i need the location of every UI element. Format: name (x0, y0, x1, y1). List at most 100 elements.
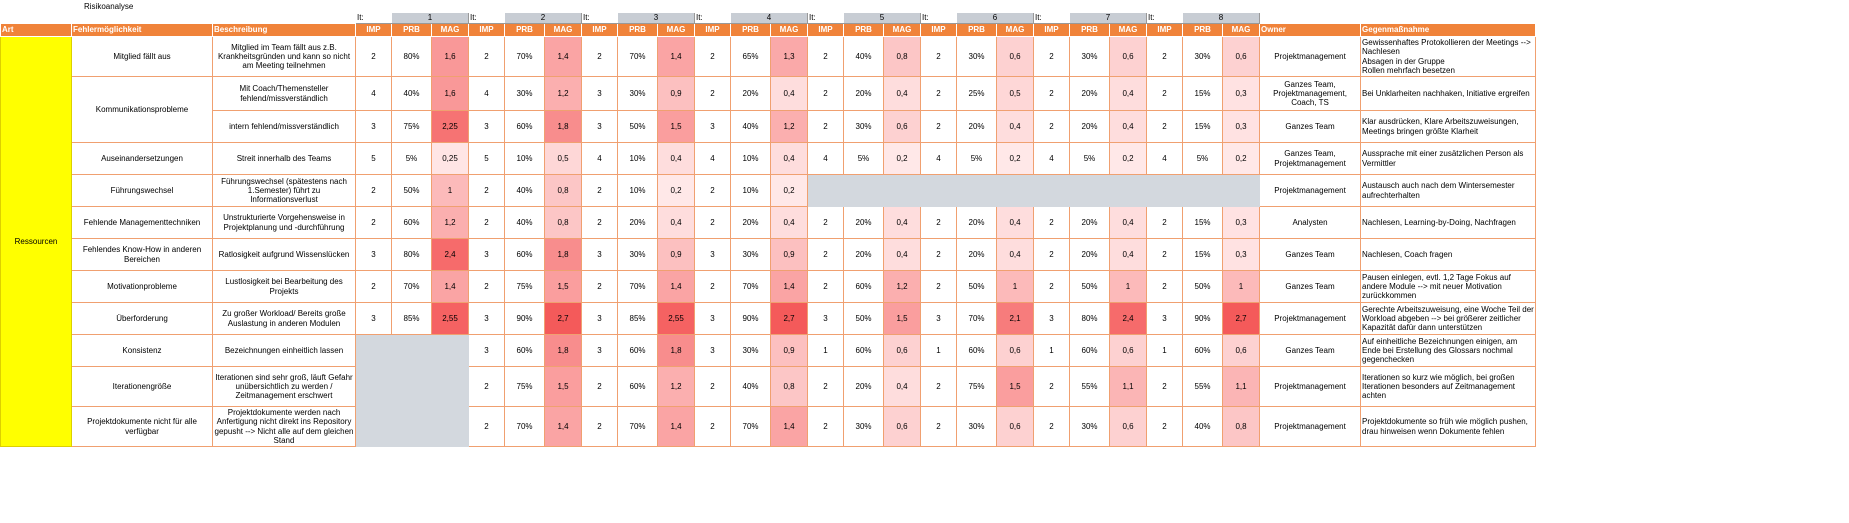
prb-value: 60% (617, 334, 659, 367)
iteration-number: 2 (504, 12, 583, 24)
imp-value: 2 (1033, 366, 1071, 407)
header-mag: MAG (883, 23, 922, 37)
prb-value: 20% (956, 238, 998, 271)
mag-value: 0,4 (883, 206, 922, 239)
mag-value: 1,2 (657, 366, 696, 407)
mag-value: 0,3 (1222, 76, 1261, 111)
countermeasure-cell: Austausch auch nach dem Wintersemester a… (1360, 174, 1537, 207)
prb-value: 60% (843, 334, 885, 367)
imp-value: 2 (1146, 270, 1184, 303)
mag-value: 1,8 (657, 334, 696, 367)
imp-value: 1 (807, 334, 845, 367)
prb-value: 40% (730, 110, 772, 143)
mag-value: 2,55 (431, 302, 470, 335)
risk-description: Zu großer Workload/ Bereits große Auslas… (211, 302, 357, 335)
blank-cell[interactable] (1, 1, 72, 13)
prb-value: 50% (391, 174, 433, 207)
imp-value: 2 (468, 36, 506, 77)
mag-value: 0,6 (996, 334, 1035, 367)
owner-cell: Ganzes Team (1259, 238, 1362, 271)
mag-value: 0,6 (883, 110, 922, 143)
mag-value: 0,4 (770, 206, 809, 239)
countermeasure-cell: Iterationen so kurz wie möglich, bei gro… (1360, 366, 1537, 407)
table-row: Konsistenz Bezeichnungen einheitlich lass… (1, 334, 1537, 367)
imp-value: 5 (468, 142, 506, 175)
iteration-label: It: (581, 12, 618, 24)
prb-value: 70% (617, 270, 659, 303)
blank-cell[interactable] (356, 1, 1536, 13)
imp-value: 4 (581, 142, 619, 175)
prb-value: 20% (956, 206, 998, 239)
table-row: Überforderung Zu großer Workload/ Bereits… (1, 302, 1537, 335)
prb-value: 60% (504, 110, 546, 143)
imp-value: 2 (694, 270, 732, 303)
imp-value: 2 (468, 406, 506, 447)
mag-value: 1,5 (883, 302, 922, 335)
table-row: Ressourcen Mitglied fällt aus Mitglied im … (0, 36, 1537, 447)
risk-name: Fehlendes Know-How in anderen Bereichen (71, 238, 213, 271)
mag-value: 2,7 (1222, 302, 1261, 335)
header-prb: PRB (504, 23, 546, 37)
imp-value: 4 (807, 142, 845, 175)
iteration-number: 6 (956, 12, 1035, 24)
prb-value: 40% (1182, 406, 1224, 447)
prb-value: 40% (504, 174, 546, 207)
header-mag: MAG (657, 23, 696, 37)
mag-value: 1,4 (770, 406, 809, 447)
imp-value: 2 (807, 206, 845, 239)
prb-value: 5% (1182, 142, 1224, 175)
imp-value: 3 (694, 110, 732, 143)
iteration-number: 1 (391, 12, 470, 24)
risk-name: Führungswechsel (71, 174, 213, 207)
prb-value: 75% (504, 270, 546, 303)
mag-value: 1,4 (431, 270, 470, 303)
prb-value: 60% (1182, 334, 1224, 367)
mag-value: 0,25 (431, 142, 470, 175)
owner-cell: Projektmanagement (1259, 174, 1362, 207)
mag-value: 1,5 (544, 270, 583, 303)
prb-value: 60% (391, 206, 433, 239)
mag-value: 0,2 (1109, 142, 1148, 175)
blank-cell[interactable] (1260, 13, 1536, 24)
imp-value: 3 (920, 302, 958, 335)
empty-iteration (355, 406, 470, 447)
mag-value: 1,5 (544, 366, 583, 407)
imp-value: 2 (694, 36, 732, 77)
owner-cell: Analysten (1259, 206, 1362, 239)
mag-value: 0,2 (1222, 142, 1261, 175)
countermeasure-cell: Aussprache mit einer zusätzlichen Person… (1360, 142, 1537, 175)
prb-value: 30% (730, 238, 772, 271)
prb-value: 10% (730, 142, 772, 175)
mag-value: 1 (996, 270, 1035, 303)
imp-value: 3 (355, 110, 393, 143)
imp-value: 2 (920, 406, 958, 447)
imp-value: 2 (1033, 206, 1071, 239)
prb-value: 20% (617, 206, 659, 239)
prb-value: 70% (504, 36, 546, 77)
mag-value: 1,8 (544, 238, 583, 271)
mag-value: 0,4 (996, 238, 1035, 271)
empty-iteration (355, 366, 470, 407)
blank-cell[interactable] (1, 13, 356, 24)
imp-value: 2 (468, 206, 506, 239)
imp-value: 4 (694, 142, 732, 175)
imp-value: 2 (920, 366, 958, 407)
prb-value: 70% (730, 406, 772, 447)
imp-value: 2 (920, 76, 958, 111)
prb-value: 5% (956, 142, 998, 175)
prb-value: 70% (617, 406, 659, 447)
iteration-label: It: (1033, 12, 1070, 24)
imp-value: 2 (694, 406, 732, 447)
mag-value: 0,4 (770, 76, 809, 111)
imp-value: 3 (468, 238, 506, 271)
mag-value: 0,2 (883, 142, 922, 175)
iteration-number: 5 (843, 12, 922, 24)
mag-value: 1,4 (544, 406, 583, 447)
mag-value: 1,4 (770, 270, 809, 303)
mag-value: 1,5 (996, 366, 1035, 407)
mag-value: 0,3 (1222, 206, 1261, 239)
imp-value: 2 (807, 76, 845, 111)
owner-cell: Projektmanagement (1259, 36, 1362, 77)
imp-value: 4 (920, 142, 958, 175)
owner-cell: Ganzes Team, Projektmanagement, Coach, T… (1259, 76, 1362, 111)
